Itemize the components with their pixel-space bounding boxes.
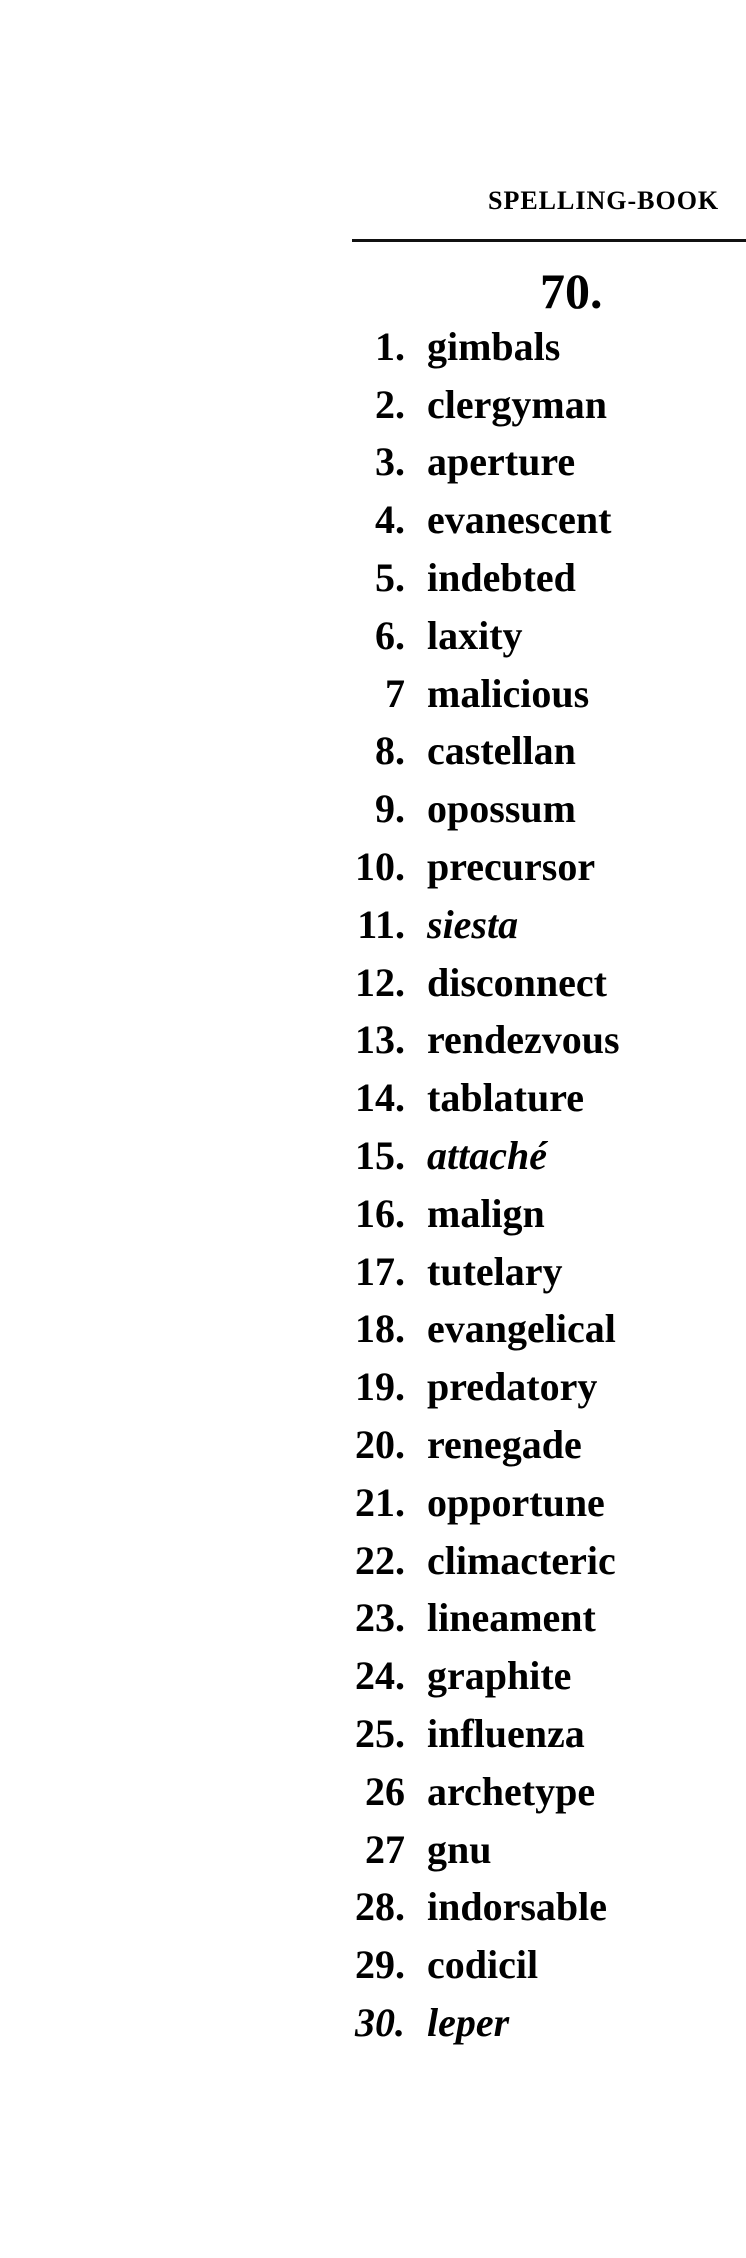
item-word: castellan [427, 728, 576, 774]
list-item: 5. indebted [300, 549, 620, 607]
item-number: 10. [355, 844, 405, 890]
item-number: 21. [355, 1479, 405, 1525]
item-word: tutelary [427, 1248, 563, 1294]
item-word: leper [427, 2000, 510, 2045]
item-number: 25. [355, 1711, 405, 1757]
item-number: 24. [355, 1653, 405, 1699]
item-number: 4. [375, 497, 405, 543]
list-item: 14. tablature [300, 1069, 620, 1127]
item-word: opportune [427, 1479, 605, 1525]
item-number: 5. [375, 555, 405, 601]
item-word: predatory [427, 1364, 598, 1410]
item-number: 27 [365, 1826, 405, 1872]
item-word: attaché [427, 1133, 547, 1179]
list-item: 18. evangelical [300, 1301, 620, 1359]
list-item: 11. siesta [300, 896, 620, 954]
list-item: 17. tutelary [300, 1243, 620, 1301]
list-item: 20. renegade [300, 1416, 620, 1474]
item-number: 20. [355, 1422, 405, 1468]
item-word: opossum [427, 786, 576, 832]
item-number: 2. [375, 381, 405, 427]
item-word: climacteric [427, 1537, 616, 1583]
list-item: 27 gnu [300, 1821, 620, 1879]
list-item: 12. disconnect [300, 954, 620, 1012]
list-item: 21. opportune [300, 1474, 620, 1532]
list-item: 28. indorsable [300, 1879, 620, 1937]
item-word: codicil [427, 1942, 539, 1988]
item-number: 22. [355, 1537, 405, 1583]
item-word: renegade [427, 1422, 582, 1468]
running-header: SPELLING-BOOK [488, 186, 720, 215]
item-number: 3. [375, 439, 405, 485]
item-word: influenza [427, 1711, 585, 1757]
item-word: evangelical [427, 1306, 616, 1352]
list-item: 13. rendezvous [300, 1012, 620, 1070]
list-item: 25. influenza [300, 1705, 620, 1763]
list-item: 7 malicious [300, 665, 620, 723]
list-item: 3. aperture [300, 434, 620, 492]
item-word: laxity [427, 612, 523, 658]
item-number: 17. [355, 1248, 405, 1294]
item-number: 12. [355, 959, 405, 1005]
item-number: 8. [375, 728, 405, 774]
item-word: gimbals [427, 323, 561, 369]
list-item: 16. malign [300, 1185, 620, 1243]
item-word: tablature [427, 1075, 585, 1121]
item-word: lineament [427, 1595, 596, 1641]
list-item: 19. predatory [300, 1358, 620, 1416]
header-rule [352, 239, 746, 242]
item-word: precursor [427, 844, 596, 890]
item-word: gnu [427, 1826, 492, 1872]
list-item: 29. codicil [300, 1936, 620, 1994]
list-item: 4. evanescent [300, 491, 620, 549]
item-number: 28. [355, 1884, 405, 1930]
item-number: 16. [355, 1190, 405, 1236]
list-item: 9. opossum [300, 780, 620, 838]
item-number: 13. [355, 1017, 405, 1063]
list-item: 23. lineament [300, 1590, 620, 1648]
item-number: 14. [355, 1075, 405, 1121]
item-number: 30. [355, 2000, 405, 2045]
list-item: 22. climacteric [300, 1532, 620, 1590]
item-word: indebted [427, 555, 576, 601]
list-item: 24. graphite [300, 1647, 620, 1705]
item-number: 26 [365, 1768, 405, 1814]
list-item: 1. gimbals [300, 318, 620, 376]
item-word: siesta [427, 901, 519, 947]
item-number: 11. [357, 901, 405, 947]
section-number: 70. [540, 263, 603, 319]
item-word: malicious [427, 670, 590, 716]
item-number: 7 [385, 670, 405, 716]
word-list: 1. gimbals 2. clergyman 3. aperture 4. evanesce… [300, 318, 620, 2052]
item-number: 23. [355, 1595, 405, 1641]
item-number: 18. [355, 1306, 405, 1352]
item-word: rendezvous [427, 1017, 620, 1063]
list-item: 8. castellan [300, 723, 620, 781]
item-word: clergyman [427, 381, 607, 427]
item-number: 1. [375, 323, 405, 369]
list-item: 2. clergyman [300, 376, 620, 434]
item-number: 6. [375, 612, 405, 658]
item-word: malign [427, 1190, 545, 1236]
list-item: 10. precursor [300, 838, 620, 896]
item-word: graphite [427, 1653, 572, 1699]
list-item: 15. attaché [300, 1127, 620, 1185]
item-word: disconnect [427, 959, 607, 1005]
list-item: 30. leper [300, 1994, 620, 2052]
item-word: aperture [427, 439, 576, 485]
item-word: archetype [427, 1768, 596, 1814]
item-word: evanescent [427, 497, 612, 543]
item-word: indorsable [427, 1884, 608, 1930]
list-item: 6. laxity [300, 607, 620, 665]
item-number: 29. [355, 1942, 405, 1988]
item-number: 19. [355, 1364, 405, 1410]
item-number: 9. [375, 786, 405, 832]
item-number: 15. [355, 1133, 405, 1179]
list-item: 26 archetype [300, 1763, 620, 1821]
